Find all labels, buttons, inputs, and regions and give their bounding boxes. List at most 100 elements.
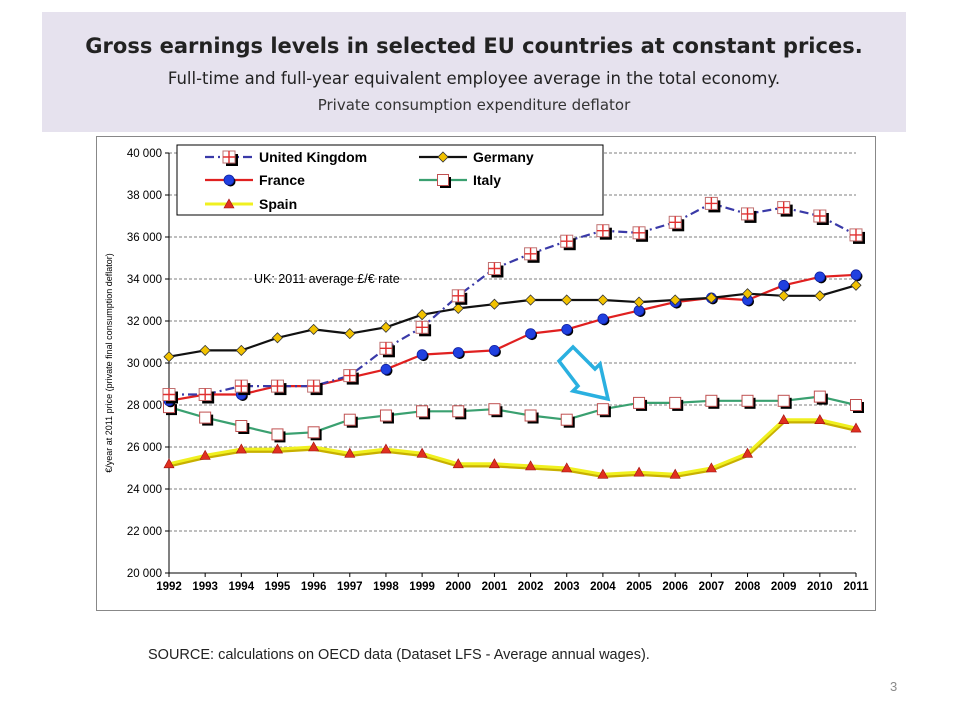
data-point <box>669 468 681 479</box>
data-point <box>416 447 428 458</box>
legend-item: United Kingdom <box>205 149 367 166</box>
data-point <box>705 292 717 304</box>
x-tick-label: 2005 <box>626 581 652 593</box>
marker-cross <box>235 380 248 393</box>
x-tick-label: 2004 <box>590 581 616 593</box>
x-tick-label: 2008 <box>735 581 761 593</box>
x-tick-label: 2010 <box>807 581 833 593</box>
data-point <box>850 399 862 411</box>
marker-cross <box>488 262 501 275</box>
series-line <box>168 418 857 476</box>
data-point <box>344 328 356 340</box>
data-point <box>416 309 428 321</box>
legend: United Kingdom Germany France Italy Spain <box>176 144 604 216</box>
x-tick-label: 2001 <box>482 581 508 593</box>
data-point <box>597 313 609 325</box>
data-point <box>814 271 826 283</box>
data-point <box>199 344 211 356</box>
x-tick-label: 1997 <box>337 581 363 593</box>
data-point <box>416 405 429 418</box>
data-point <box>814 414 826 424</box>
y-tick-label: 22 000 <box>127 526 162 538</box>
data-point <box>380 443 392 454</box>
x-tick-label: 1992 <box>156 581 182 593</box>
legend-item: France <box>205 172 305 188</box>
data-point <box>308 323 320 335</box>
data-point <box>235 344 247 356</box>
data-point <box>561 462 573 473</box>
data-point <box>597 468 609 479</box>
marker-cross <box>850 228 862 241</box>
data-point <box>561 323 573 335</box>
data-point <box>452 405 465 418</box>
uk-rate-annotation: UK: 2011 average £/€ rate <box>254 272 400 286</box>
marker-cross <box>307 380 320 393</box>
data-point <box>488 298 500 310</box>
data-point <box>525 328 536 340</box>
marker-cross <box>777 201 790 214</box>
data-point <box>669 294 681 306</box>
y-tick-label: 26 000 <box>127 442 162 454</box>
x-tick-label: 1996 <box>301 581 327 593</box>
data-point <box>307 426 320 439</box>
data-point <box>380 363 392 375</box>
data-point <box>778 414 790 424</box>
y-axis-label: €/year at 2011 price (private final cons… <box>104 253 114 472</box>
data-point <box>271 332 284 344</box>
data-point <box>308 441 320 452</box>
data-point <box>199 411 212 424</box>
data-point <box>741 394 754 407</box>
legend-label: Spain <box>259 196 297 212</box>
title-band: Gross earnings levels in selected EU cou… <box>42 12 906 132</box>
x-tick-label: 2007 <box>699 581 725 593</box>
data-point <box>235 420 248 432</box>
data-point <box>380 321 392 333</box>
x-tick-label: 2006 <box>662 581 688 593</box>
page-number: 3 <box>890 679 898 694</box>
y-tick-label: 34 000 <box>127 274 162 286</box>
data-point <box>597 294 609 306</box>
marker-cross <box>379 342 392 355</box>
data-point <box>561 294 573 306</box>
data-point <box>452 347 464 358</box>
data-point <box>489 344 500 356</box>
marker-cross <box>416 321 429 334</box>
data-point <box>488 458 500 469</box>
series-united-kingdom <box>162 196 865 404</box>
source-note: SOURCE: calculations on OECD data (Datas… <box>148 647 650 663</box>
legend-marker <box>223 198 235 209</box>
data-point <box>488 403 501 416</box>
y-tick-label: 30 000 <box>127 358 162 370</box>
legend-label: Italy <box>473 172 501 188</box>
data-point <box>813 390 826 403</box>
marker-cross <box>705 197 718 210</box>
data-point <box>778 279 790 291</box>
legend-item: Italy <box>419 172 501 188</box>
marker-cross <box>596 224 609 237</box>
marker-cross <box>560 235 573 248</box>
data-point <box>452 458 464 469</box>
marker-cross <box>452 289 465 302</box>
legend-label: United Kingdom <box>259 149 367 165</box>
data-point <box>596 403 609 416</box>
data-point <box>850 279 862 291</box>
legend-label: France <box>259 172 305 188</box>
marker-cross <box>633 226 646 239</box>
marker-cross <box>163 388 175 401</box>
marker-cross <box>741 207 754 220</box>
x-tick-label: 1995 <box>265 581 291 593</box>
series-spain <box>163 414 862 479</box>
x-tick-label: 1994 <box>229 581 255 593</box>
data-point <box>525 460 537 471</box>
data-point <box>633 396 646 409</box>
y-tick-label: 28 000 <box>127 400 162 412</box>
data-point <box>271 443 283 454</box>
data-point <box>814 290 826 302</box>
data-point <box>525 294 537 306</box>
data-point <box>633 296 645 308</box>
data-point <box>705 394 718 407</box>
slide-subtitle-2: Private consumption expenditure deflator <box>317 96 631 114</box>
data-point <box>344 447 356 458</box>
x-tick-label: 2003 <box>554 581 580 593</box>
marker-cross <box>669 216 682 229</box>
